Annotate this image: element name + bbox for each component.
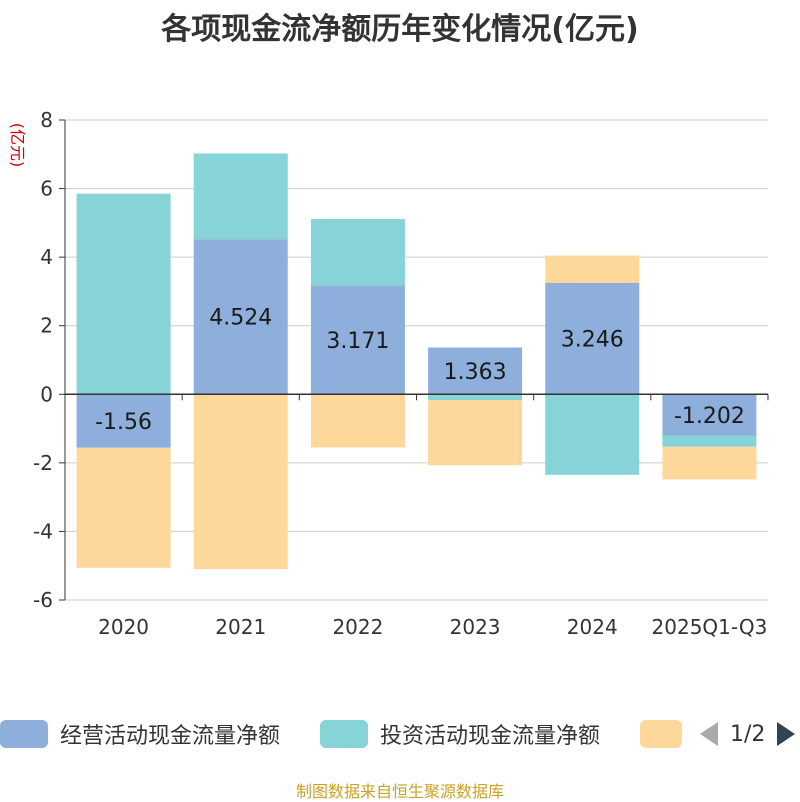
legend-label-investing: 投资活动现金流量净额: [380, 724, 601, 749]
y-tick-label: 2: [40, 314, 53, 338]
bar-series-0-2023: [428, 347, 523, 395]
bar-series-0-2022: [310, 285, 405, 395]
bar-series-2-2025Q1-Q3: [662, 446, 757, 480]
legend-label-operating: 经营活动现金流量净额: [60, 724, 281, 749]
legend-swatch-financing: [640, 720, 682, 748]
y-tick-label: 0: [40, 382, 53, 406]
data-label-2024: 3.246: [561, 328, 624, 353]
bar-series-1-2022: [310, 219, 405, 286]
legend-swatch-operating: [0, 720, 48, 748]
legend-item-operating[interactable]: 经营活动现金流量净额: [0, 712, 280, 756]
bar-series-1-2025Q1-Q3: [662, 435, 757, 447]
data-label-2023: 1.363: [444, 360, 507, 385]
x-tick-label-2022: 2022: [332, 615, 383, 639]
bar-series-2-2021: [193, 394, 288, 570]
y-tick-label: 8: [40, 108, 53, 132]
pager-next-icon[interactable]: [777, 722, 796, 746]
y-tick-label: -4: [33, 519, 53, 543]
x-tick-label-2025Q1-Q3: 2025Q1-Q3: [652, 615, 768, 639]
data-label-2020: -1.56: [95, 410, 152, 435]
x-tick-label-2021: 2021: [215, 615, 266, 639]
bar-series-1-2021: [193, 153, 288, 240]
bar-series-2-2023: [428, 400, 523, 466]
chart-title: 各项现金流净额历年变化情况(亿元): [161, 12, 639, 47]
source-note: 制图数据来自恒生聚源数据库: [295, 782, 504, 801]
legend: 经营活动现金流量净额 投资活动现金流量净额 1/2: [0, 712, 800, 756]
bar-series-1-2023: [428, 394, 523, 401]
bar-series-2-2022: [310, 394, 405, 448]
bar-series-1-2024: [545, 394, 640, 475]
bar-series-0-2021: [193, 239, 288, 395]
data-label-2025Q1-Q3: -1.202: [674, 404, 745, 429]
legend-pager: 1/2: [700, 712, 796, 756]
bar-series-2-2024: [545, 255, 640, 283]
pager-prev-icon[interactable]: [700, 722, 718, 746]
bar-series-0-2024: [545, 282, 640, 395]
x-tick-label-2024: 2024: [567, 615, 618, 639]
legend-swatch-investing: [320, 720, 368, 748]
data-label-2021: 4.524: [209, 306, 272, 331]
y-axis-label: (亿元): [8, 123, 27, 168]
y-tick-label: -6: [33, 588, 53, 612]
x-tick-label-2023: 2023: [450, 615, 501, 639]
pager-page-text: 1/2: [730, 721, 766, 747]
x-tick-label-2020: 2020: [98, 615, 149, 639]
legend-item-investing[interactable]: 投资活动现金流量净额: [320, 712, 600, 756]
y-tick-label: 6: [40, 177, 53, 201]
legend-item-financing[interactable]: [640, 712, 694, 756]
bar-series-1-2020: [76, 193, 171, 395]
bar-series-2-2020: [76, 447, 171, 568]
bar-series-0-2020: [76, 394, 171, 448]
y-tick-label: -2: [33, 451, 53, 475]
bar-series-0-2025Q1-Q3: [662, 394, 757, 436]
y-tick-label: 4: [40, 245, 53, 269]
data-label-2022: 3.171: [326, 329, 389, 354]
